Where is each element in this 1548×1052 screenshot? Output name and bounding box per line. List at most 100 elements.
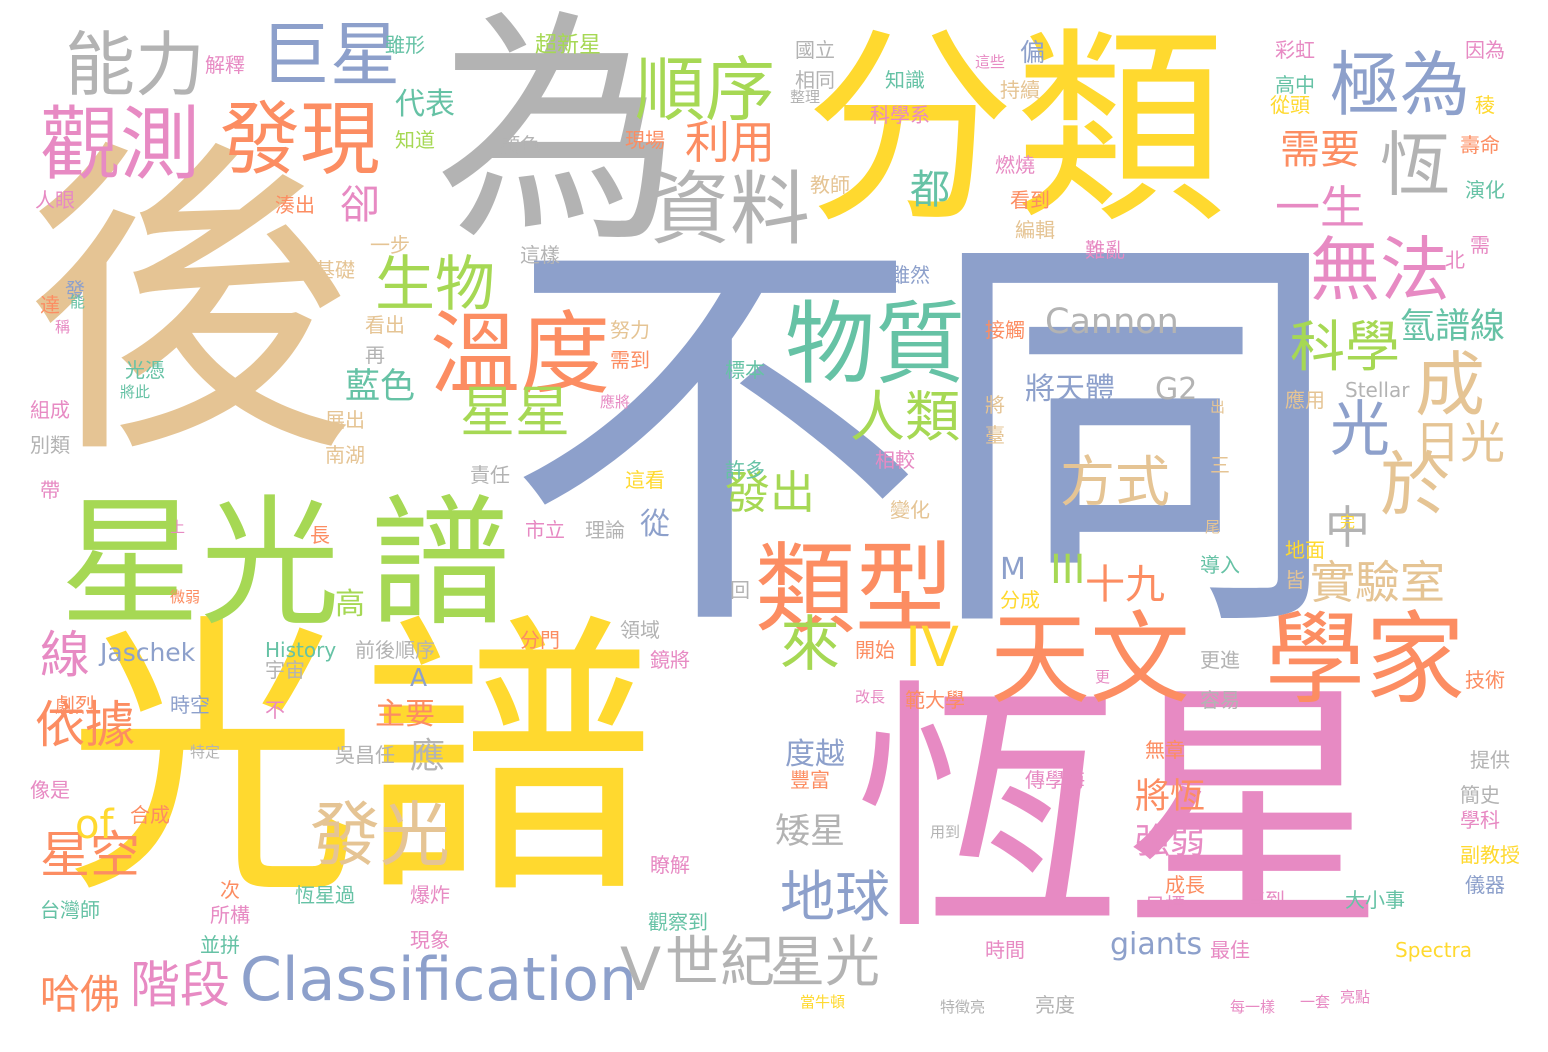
word-cloud-word: 最佳: [1210, 938, 1250, 962]
word-cloud-word: 不: [265, 698, 285, 722]
word-cloud-word: 依據: [35, 696, 135, 754]
word-cloud-word: 後: [25, 113, 355, 497]
word-cloud-word: V: [620, 935, 662, 1005]
word-cloud-word: 顏色: [500, 133, 540, 157]
word-cloud-word: 亮度: [1035, 993, 1075, 1017]
word-cloud-word: G2: [1155, 372, 1198, 407]
word-cloud-word: 應用: [1285, 388, 1325, 412]
word-cloud-word: 完: [1340, 513, 1356, 531]
word-cloud-word: 壽命: [1460, 133, 1500, 157]
word-cloud-word: 上: [170, 518, 186, 536]
word-cloud-word: 能: [70, 293, 86, 311]
word-cloud-word: 將此: [120, 383, 151, 401]
word-cloud-word: 臺: [985, 423, 1005, 447]
word-cloud-word: 雖然: [890, 263, 930, 287]
word-cloud-word: 極為: [1330, 44, 1470, 126]
word-cloud-word: 更: [1095, 668, 1111, 686]
word-cloud-word: 吳昌任: [335, 743, 395, 767]
word-cloud-word: 傳學海: [1025, 768, 1085, 792]
word-cloud-word: 大小事: [1345, 888, 1405, 912]
word-cloud-word: of: [75, 802, 114, 848]
word-cloud-word: 類型: [755, 531, 955, 648]
word-cloud-word: 需到: [610, 348, 650, 372]
word-cloud-word: 高中: [1275, 73, 1315, 97]
word-cloud-word: 彩虹: [1275, 38, 1315, 62]
word-cloud-word: Cannon: [1045, 302, 1179, 342]
word-cloud-word: 變化: [890, 498, 930, 522]
word-cloud-word: 為: [435, 0, 680, 275]
word-cloud-word: 帶: [40, 478, 60, 502]
word-cloud-word: 不同: [505, 195, 1345, 684]
word-cloud-word: 一生: [1275, 181, 1366, 234]
word-cloud-word: 出: [1210, 398, 1226, 416]
word-cloud-word: 回: [730, 578, 750, 602]
word-cloud-word: 光憑: [125, 358, 165, 382]
word-cloud-word: 現場: [625, 128, 665, 152]
word-cloud-word: 看到: [1010, 188, 1050, 212]
word-cloud-word: 副教授: [1460, 843, 1520, 867]
word-cloud-word: 科學系: [870, 103, 930, 127]
word-cloud-word: 光譜: [65, 590, 655, 934]
word-cloud-word: 許多: [725, 458, 765, 482]
word-cloud-word: 簡史: [1460, 783, 1500, 807]
word-cloud-word: Stellar: [1345, 378, 1410, 402]
word-cloud-word: 南湖: [325, 443, 365, 467]
word-cloud-word: 發現: [220, 93, 380, 186]
word-cloud-word: 星空: [40, 826, 140, 884]
word-cloud-word: 稱: [55, 318, 71, 336]
word-cloud-word: 人眼: [35, 188, 75, 212]
word-cloud-word: 世紀: [665, 930, 776, 994]
word-cloud-word: 藍色: [345, 367, 416, 407]
word-cloud-word: 教師: [810, 173, 850, 197]
word-cloud-word: 宇宙: [265, 658, 305, 682]
word-cloud-word: 這樣: [520, 243, 560, 267]
word-cloud-word: 鏡將: [650, 648, 690, 672]
word-cloud-word: 稜: [1475, 93, 1495, 117]
word-cloud-word: 需要: [1280, 127, 1360, 173]
word-cloud-word: 強弱: [1135, 822, 1206, 862]
word-cloud-word: 組成: [30, 398, 70, 422]
word-cloud-word: 燃燒: [995, 153, 1035, 177]
word-cloud-word: A: [410, 663, 428, 692]
word-cloud-word: 恆星過: [295, 883, 355, 907]
word-cloud-word: 相較: [875, 448, 915, 472]
word-cloud-word: 並拼: [200, 933, 240, 957]
word-cloud-word: 卻: [340, 182, 380, 228]
word-cloud-word: 所構: [210, 903, 250, 927]
word-cloud-word: 高: [335, 587, 365, 622]
word-cloud-word: III: [1050, 547, 1086, 593]
word-cloud-word: 星星: [460, 380, 571, 444]
word-cloud-word: 無章: [1145, 738, 1185, 762]
word-cloud-word: 導入: [1200, 553, 1240, 577]
word-cloud-word: 這看: [625, 468, 665, 492]
word-cloud-word: 氫譜線: [1400, 307, 1506, 347]
word-cloud-word: 難亂: [1085, 238, 1125, 262]
word-cloud-word: 物質: [785, 292, 965, 397]
word-cloud-word: 爆炸: [410, 883, 450, 907]
word-cloud-word: 特定: [190, 743, 221, 761]
word-cloud-word: 前後順序: [355, 638, 435, 662]
word-cloud-word: 十九: [1085, 562, 1165, 608]
word-cloud-word: 努力: [610, 318, 650, 342]
word-cloud-word: 階段: [130, 956, 230, 1014]
word-cloud-word: 台灣師: [40, 898, 100, 922]
word-cloud-word: 主要: [375, 697, 435, 732]
word-cloud-word: 相同: [795, 68, 835, 92]
word-cloud-word: 偏: [1020, 38, 1046, 67]
word-cloud-word: 觀察到: [648, 910, 708, 934]
word-cloud-word: 展出: [325, 408, 365, 432]
word-cloud-word: 範大學: [905, 688, 965, 712]
word-cloud-word: 一套: [1300, 993, 1331, 1011]
word-cloud-word: 線: [40, 626, 90, 684]
word-cloud-word: 當牛頓: [800, 993, 846, 1011]
word-cloud-word: 接觸: [985, 318, 1025, 342]
word-cloud-word: 科學: [1290, 315, 1401, 379]
word-cloud-word: 從: [640, 507, 670, 542]
word-cloud-word: 譜: [370, 483, 511, 646]
word-cloud-word: 地球: [780, 865, 891, 929]
word-cloud-word: 尾: [1205, 518, 1221, 536]
word-cloud-word: giants: [1110, 927, 1203, 962]
word-cloud-word: 分成: [1000, 588, 1040, 612]
word-cloud-word: 更進: [1200, 648, 1240, 672]
